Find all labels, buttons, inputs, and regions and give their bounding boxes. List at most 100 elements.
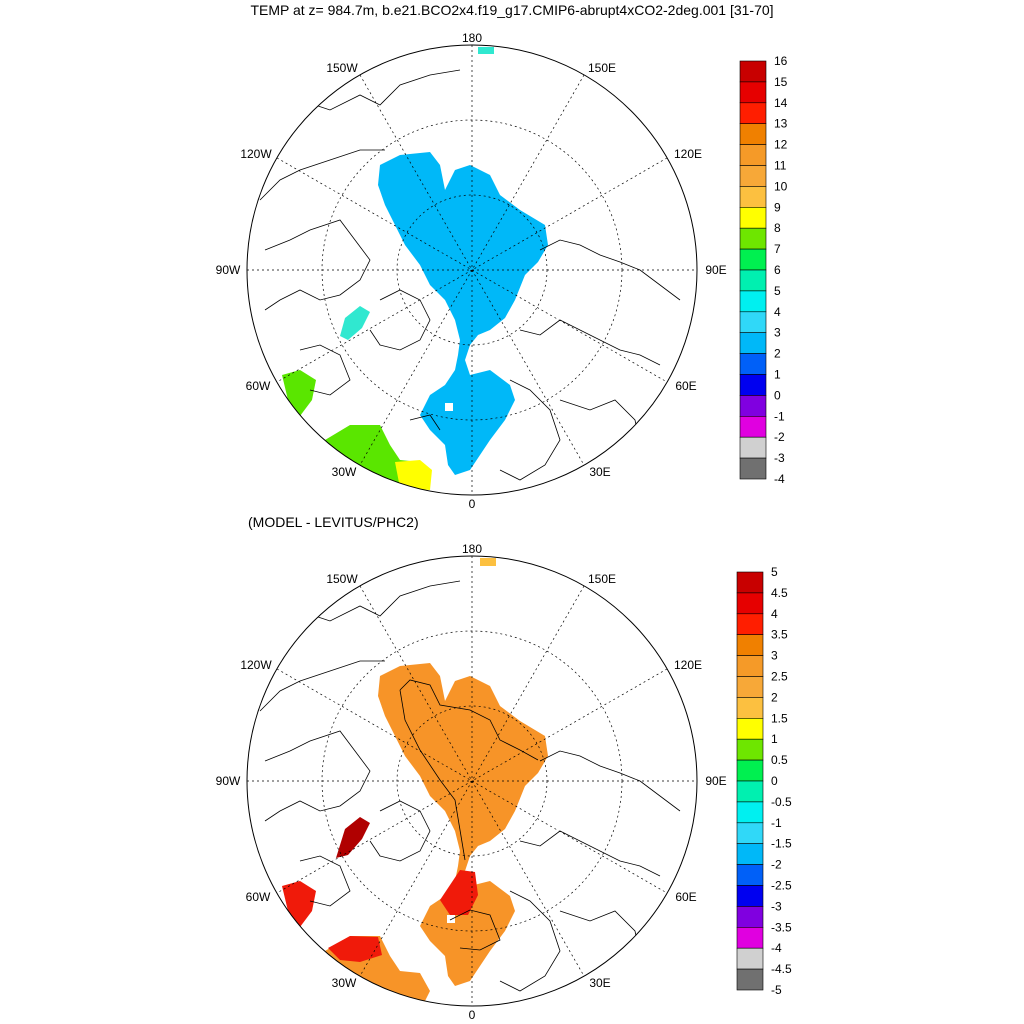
colorbar-tick-label: -1 xyxy=(774,409,785,423)
colorbar-tick-label: 3.5 xyxy=(771,628,788,642)
colorbar-tick-label: 8 xyxy=(774,221,781,235)
colorbar-swatch xyxy=(736,613,764,635)
colorbar-tick-label: 2 xyxy=(774,347,781,361)
colorbar-swatch xyxy=(736,780,764,803)
lon-label-150w: 150W xyxy=(326,61,358,75)
colorbar-swatch xyxy=(739,60,767,83)
colorbar-swatch xyxy=(736,738,764,761)
colorbar-swatch xyxy=(736,634,764,656)
colorbar-swatch xyxy=(736,592,764,615)
colorbar-swatch xyxy=(736,926,764,949)
colorbar-tick-label: -2 xyxy=(771,858,782,872)
colorbar-tick-label: 4.5 xyxy=(771,586,788,600)
colorbar-tick-label: 5 xyxy=(774,284,781,298)
top-arctic-temp-field xyxy=(378,152,548,475)
colorbar-swatch xyxy=(739,102,767,125)
bottom-arctic-diff-field xyxy=(378,663,548,986)
lon-label-150e: 150E xyxy=(588,61,616,75)
colorbar-tick-label: 9 xyxy=(774,200,781,214)
lon-label-150e: 150E xyxy=(588,572,616,586)
colorbar-tick-label: 7 xyxy=(774,242,781,256)
colorbar-tick-label: 4 xyxy=(774,305,781,319)
colorbar-swatch xyxy=(736,822,764,844)
colorbar-tick-label: 15 xyxy=(774,75,788,89)
lon-label-30e: 30E xyxy=(589,465,610,479)
colorbar-swatch xyxy=(739,144,767,166)
lon-label-60e: 60E xyxy=(675,890,696,904)
bottom-norwegian-sea-red xyxy=(440,870,478,915)
colorbar-tick-label: 2 xyxy=(771,690,778,704)
colorbar-swatch xyxy=(739,415,767,438)
colorbar-tick-label: 5 xyxy=(771,565,778,579)
colorbar-tick-label: 6 xyxy=(774,263,781,277)
colorbar-tick-label: 16 xyxy=(774,54,788,68)
lon-label-180: 180 xyxy=(462,542,482,556)
colorbar-tick-label: 11 xyxy=(774,159,787,173)
lon-label-0: 0 xyxy=(469,1008,476,1022)
lon-label-90w: 90W xyxy=(216,774,241,788)
colorbar-swatch xyxy=(739,165,767,187)
bottom-baffin-patch xyxy=(336,817,370,858)
lon-label-0: 0 xyxy=(469,497,476,511)
bottom-atlantic-red xyxy=(328,936,382,962)
colorbar-tick-label: 1.5 xyxy=(771,711,788,725)
top-atlantic-warm-patch xyxy=(395,460,432,490)
lon-label-30e: 30E xyxy=(589,976,610,990)
colorbar-tick-label: -0.5 xyxy=(771,795,792,809)
colorbar-tick-label: 3 xyxy=(774,326,781,340)
colorbar-tick-label: 13 xyxy=(774,117,788,131)
colorbar-swatch xyxy=(739,290,767,313)
lon-label-60e: 60E xyxy=(675,379,696,393)
colorbar-swatch xyxy=(736,885,764,907)
colorbar-swatch xyxy=(736,717,764,740)
top-polar-map: 180 150W 150E 120W 120E 90W 90E 60W 60E … xyxy=(216,31,727,511)
colorbar-swatch xyxy=(736,571,764,594)
colorbar-swatch xyxy=(736,843,764,865)
top-labrador-patch xyxy=(282,370,316,416)
lon-label-30w: 30W xyxy=(332,976,357,990)
colorbar-tick-label: -2 xyxy=(774,430,785,444)
colorbar-swatch xyxy=(736,968,764,991)
colorbar-swatch xyxy=(736,676,764,698)
colorbar-tick-label: 14 xyxy=(774,96,788,110)
figure-title: TEMP at z= 984.7m, b.e21.BCO2x4.f19_g17.… xyxy=(250,2,774,18)
lon-label-150w: 150W xyxy=(326,572,358,586)
lon-label-60w: 60W xyxy=(246,890,271,904)
colorbar-swatch xyxy=(736,864,764,886)
colorbar-tick-label: 10 xyxy=(774,179,788,193)
colorbar-swatch xyxy=(739,186,767,208)
colorbar-tick-label: 0.5 xyxy=(771,753,788,767)
bottom-colorbar: 5 4.5 4 3.5 3 2.5 2 1.5 1 0.5 0 -0.5 -1 -1.5 -2 -2.5 -3 -… xyxy=(736,565,792,997)
colorbar-tick-label: -2.5 xyxy=(771,879,792,893)
colorbar-tick-label: 0 xyxy=(771,774,778,788)
colorbar-swatch xyxy=(739,395,767,417)
lon-label-120e: 120E xyxy=(674,147,702,161)
lon-label-180: 180 xyxy=(462,31,482,45)
lon-label-90e: 90E xyxy=(705,263,726,277)
bottom-labrador-patch xyxy=(282,881,316,927)
colorbar-tick-label: 3 xyxy=(771,649,778,663)
colorbar-swatch xyxy=(739,269,767,292)
colorbar-swatch xyxy=(739,353,767,375)
colorbar-tick-label: 2.5 xyxy=(771,670,788,684)
colorbar-tick-label: -1.5 xyxy=(771,837,792,851)
colorbar-tick-label: 1 xyxy=(771,732,778,746)
colorbar-tick-label: 4 xyxy=(771,607,778,621)
colorbar-swatch xyxy=(736,906,764,928)
colorbar-swatch xyxy=(739,81,767,104)
colorbar-swatch xyxy=(736,759,764,782)
colorbar-tick-label: -4.5 xyxy=(771,962,792,976)
colorbar-swatch xyxy=(739,207,767,229)
colorbar-swatch xyxy=(739,123,767,145)
colorbar-swatch xyxy=(739,227,767,250)
colorbar-tick-label: -3.5 xyxy=(771,920,792,934)
colorbar-swatch xyxy=(739,457,767,480)
colorbar-swatch xyxy=(739,332,767,354)
colorbar-swatch xyxy=(739,374,767,396)
lon-label-120w: 120W xyxy=(240,147,272,161)
colorbar-swatch xyxy=(736,947,764,970)
colorbar-swatch xyxy=(739,311,767,333)
lon-label-30w: 30W xyxy=(332,465,357,479)
